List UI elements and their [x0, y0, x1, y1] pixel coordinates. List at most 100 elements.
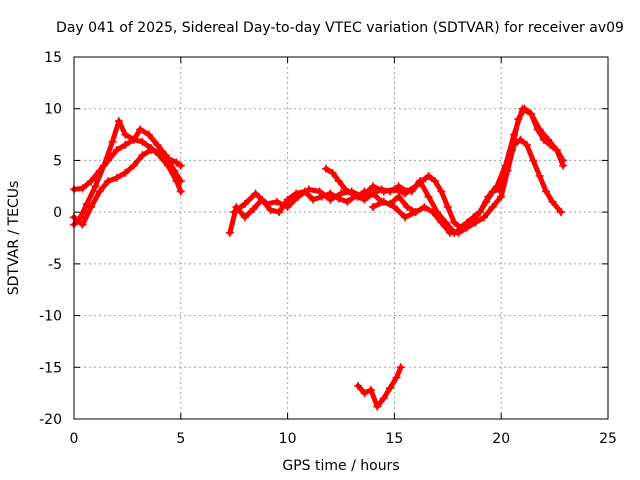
series-arc-3: [70, 146, 185, 229]
data-point: [416, 177, 425, 186]
y-tick-label: 15: [44, 50, 62, 66]
data-point: [78, 184, 87, 193]
data-point: [450, 228, 459, 237]
data-point: [354, 192, 363, 201]
data-point: [535, 171, 544, 180]
data-point: [450, 218, 459, 227]
data-point: [87, 202, 96, 211]
data-point: [272, 197, 281, 206]
data-point: [347, 189, 356, 198]
data-point: [341, 185, 350, 194]
data-point: [488, 202, 497, 211]
data-point: [557, 208, 566, 217]
data-point: [104, 177, 113, 186]
series-line: [323, 106, 566, 231]
y-axis-ticks: 15 10 5 0 -5 -10 -15 -20: [39, 50, 608, 428]
y-tick-label: -20: [39, 412, 62, 428]
data-series: [70, 104, 568, 411]
data-point: [230, 208, 239, 217]
data-point: [492, 182, 501, 191]
data-point: [544, 135, 553, 144]
data-point: [518, 104, 527, 113]
data-point: [424, 192, 433, 201]
series-arc-5: [230, 182, 420, 217]
data-point: [369, 182, 378, 191]
data-point: [136, 125, 145, 134]
data-point: [155, 148, 164, 157]
data-point: [275, 208, 284, 217]
series-arc-8: [407, 104, 568, 237]
data-point: [394, 182, 403, 191]
data-point: [542, 187, 551, 196]
data-point: [112, 174, 121, 183]
data-point: [354, 381, 363, 390]
data-point: [369, 202, 378, 211]
data-point: [396, 363, 405, 372]
data-point: [390, 202, 399, 211]
data-point: [360, 187, 369, 196]
data-point: [121, 130, 130, 139]
data-point: [176, 187, 185, 196]
data-point: [144, 130, 153, 139]
y-tick-label: 5: [53, 153, 62, 169]
data-point: [249, 205, 258, 214]
x-tick-label: 15: [385, 431, 403, 447]
data-point: [484, 192, 493, 201]
data-point: [326, 195, 335, 204]
data-point: [251, 189, 260, 198]
data-point: [78, 220, 87, 229]
y-tick-label: -10: [39, 309, 62, 325]
data-point: [172, 177, 181, 186]
data-point: [386, 187, 395, 196]
data-point: [328, 168, 337, 177]
data-point: [480, 213, 489, 222]
x-tick-label: 0: [70, 431, 79, 447]
data-point: [424, 171, 433, 180]
data-point: [559, 161, 568, 170]
data-point: [516, 135, 525, 144]
data-point: [369, 189, 378, 198]
x-tick-label: 25: [599, 431, 617, 447]
data-point: [240, 213, 249, 222]
data-point: [437, 187, 446, 196]
data-point: [87, 177, 96, 186]
data-point: [497, 192, 506, 201]
data-point: [407, 187, 416, 196]
data-point: [552, 146, 561, 155]
data-point: [129, 135, 138, 144]
data-point: [114, 117, 123, 126]
data-point: [104, 156, 113, 165]
data-point: [433, 208, 442, 217]
y-axis-label: SDTVAR / TECUs: [6, 181, 22, 296]
data-point: [430, 177, 439, 186]
data-point: [121, 168, 130, 177]
series-line: [71, 137, 184, 194]
data-point: [304, 185, 313, 194]
data-point: [403, 202, 412, 211]
series-line: [370, 137, 564, 236]
data-point: [420, 202, 429, 211]
x-axis-label: GPS time / hours: [282, 458, 399, 474]
x-axis-ticks: 0 5 10 15 20 25: [70, 57, 617, 447]
data-point: [309, 195, 318, 204]
data-point: [334, 177, 343, 186]
data-point: [443, 202, 452, 211]
chart-title: Day 041 of 2025, Sidereal Day-to-day VTE…: [56, 20, 624, 36]
y-tick-label: 0: [53, 205, 62, 221]
data-point: [225, 228, 234, 237]
data-point: [360, 389, 369, 398]
data-point: [343, 197, 352, 206]
data-point: [121, 140, 130, 149]
series-arc-9: [354, 363, 405, 411]
data-point: [337, 189, 345, 198]
data-point: [294, 192, 303, 201]
y-tick-label: 10: [44, 102, 62, 118]
series-arc-2: [70, 135, 185, 196]
data-point: [501, 161, 510, 170]
data-point: [394, 192, 403, 201]
data-point: [240, 199, 249, 208]
data-point: [322, 164, 331, 173]
data-point: [138, 151, 147, 160]
data-point: [176, 161, 185, 170]
